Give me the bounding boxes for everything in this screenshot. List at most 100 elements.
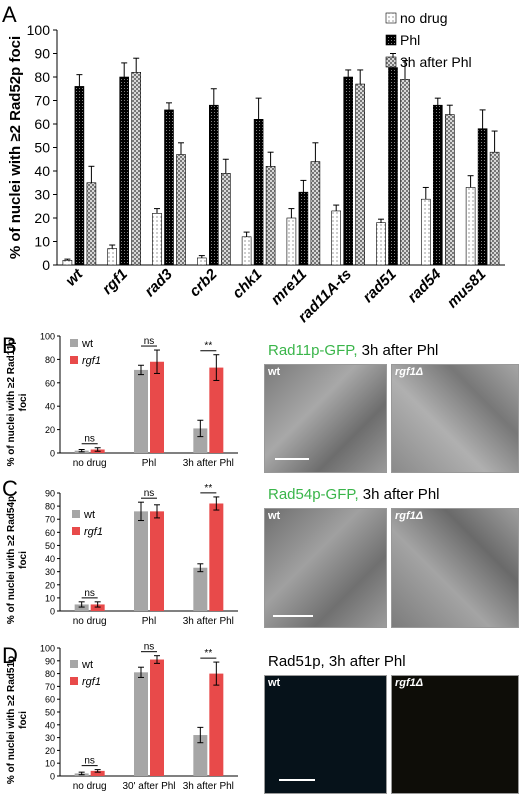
bar-3h-after-phl-mre11 bbox=[310, 161, 321, 266]
bar-phl-rad3 bbox=[164, 109, 174, 266]
significance-label: ** bbox=[204, 648, 212, 659]
y-axis-label: % of nuclei with ≥2 Rad11pfoci bbox=[6, 339, 29, 467]
x-tick-label: mre11 bbox=[268, 266, 310, 308]
bar-3h-after-phl-rad11a-ts bbox=[355, 83, 366, 266]
legend-swatch bbox=[70, 660, 78, 668]
micrograph-label-rgf1: rgf1Δ bbox=[395, 366, 424, 378]
bar-3h-after-phl-chk1 bbox=[265, 166, 276, 266]
y-tick-label: 20 bbox=[34, 210, 50, 226]
chart-a: 0 10 20 30 40 50 60 70 80 90 100% of nuclei with ≥… bbox=[7, 10, 505, 326]
legend-label: wt bbox=[81, 659, 93, 671]
micrograph-label-rgf1: rgf1Δ bbox=[395, 677, 424, 689]
y-axis-label: % of nuclei with ≥2 Rad54pfoci bbox=[6, 496, 29, 624]
x-tick-label: 30' after Phl bbox=[122, 781, 175, 792]
panel-letter-d: D bbox=[2, 643, 18, 668]
micrograph-c-rgf1: rgf1Δ bbox=[391, 508, 519, 628]
bar-wt-3h-after-phl bbox=[193, 735, 208, 776]
y-tick-label: 60 bbox=[45, 378, 55, 388]
panel-letter-c: C bbox=[2, 476, 18, 501]
legend-label: rgf1 bbox=[82, 355, 101, 367]
chart-d: 0 10 20 30 40 50 60 70 80 90 100 % of nuclei with ≥… bbox=[6, 642, 238, 792]
y-tick-label: 50 bbox=[34, 140, 50, 156]
y-tick-label: 40 bbox=[45, 720, 55, 730]
bar-wt-no-drug bbox=[74, 604, 89, 611]
bar-phl-rad11a-ts bbox=[343, 76, 354, 266]
bar-phl-wt bbox=[74, 86, 85, 266]
micrograph-label-wt: wt bbox=[268, 510, 281, 522]
micrograph-label-wt: wt bbox=[268, 677, 281, 689]
y-tick-label: 30 bbox=[45, 567, 55, 577]
x-tick-label: 3h after Phl bbox=[183, 458, 234, 469]
panel-letter-a: A bbox=[2, 2, 17, 27]
x-tick-label: wt bbox=[62, 265, 87, 290]
legend-label: wt bbox=[83, 509, 95, 521]
y-tick-label: 0 bbox=[50, 449, 55, 459]
bar-wt-3h-after-phl bbox=[193, 428, 208, 453]
chart-c: 0 10 20 30 40 50 60 70 80 90 % of nuclei with ≥2 R… bbox=[6, 483, 238, 627]
x-tick-label: mus81 bbox=[444, 266, 490, 312]
bar-rgf1-no-drug bbox=[90, 604, 105, 611]
bar-3h-after-phl-rad51 bbox=[400, 79, 410, 266]
bar-phl-mus81 bbox=[477, 128, 488, 266]
y-tick-label: 80 bbox=[45, 502, 55, 512]
bar-rgf1-3h-after-phl bbox=[209, 367, 224, 453]
y-tick-label: 10 bbox=[45, 593, 55, 603]
legend-swatch bbox=[70, 356, 78, 364]
bar-3h-after-phl-crb2 bbox=[221, 173, 231, 266]
bar-wt-phl bbox=[134, 511, 148, 611]
bar-phl-mre11 bbox=[298, 191, 309, 266]
bar-no-drug-mre11 bbox=[286, 217, 297, 266]
bar-3h-after-phl-rad54 bbox=[444, 114, 455, 266]
bar-3h-after-phl-rad3 bbox=[176, 154, 186, 266]
y-tick-label: 10 bbox=[45, 759, 55, 769]
bar-3h-after-phl-mus81 bbox=[489, 151, 500, 266]
micrograph-b-rgf1: rgf1Δ bbox=[391, 364, 519, 473]
legend-swatch bbox=[70, 677, 78, 685]
y-tick-label: 60 bbox=[45, 695, 55, 705]
significance-label: ns bbox=[144, 488, 155, 499]
y-tick-label: 60 bbox=[34, 116, 50, 132]
x-tick-label: no drug bbox=[73, 458, 107, 469]
y-tick-label: 50 bbox=[45, 541, 55, 551]
micrograph-d-rgf1: rgf1Δ bbox=[391, 675, 519, 794]
y-tick-label: 50 bbox=[45, 708, 55, 718]
significance-label: ns bbox=[84, 434, 95, 445]
bar-no-drug-mus81 bbox=[465, 187, 476, 266]
x-tick-label: rad51 bbox=[360, 266, 400, 306]
x-tick-label: 3h after Phl bbox=[183, 781, 234, 792]
significance-label: ns bbox=[144, 642, 155, 653]
bar-phl-crb2 bbox=[209, 104, 219, 266]
bar-no-drug-rad51 bbox=[376, 222, 386, 266]
bar-phl-rgf1 bbox=[119, 76, 129, 266]
significance-label: ** bbox=[204, 483, 212, 494]
bar-wt-phl bbox=[134, 369, 148, 453]
y-tick-label: 30 bbox=[45, 733, 55, 743]
image-title-c: Rad54p-GFP, 3h after Phl bbox=[268, 486, 440, 503]
micrograph-c-wt: wt bbox=[264, 508, 387, 628]
bar-rgf1-30-after-phl bbox=[150, 659, 164, 776]
y-tick-label: 20 bbox=[45, 425, 55, 435]
y-tick-label: 90 bbox=[45, 489, 55, 499]
y-tick-label: 70 bbox=[34, 93, 50, 109]
image-title-b: Rad11p-GFP, 3h after Phl bbox=[268, 342, 439, 359]
y-tick-label: 40 bbox=[45, 554, 55, 564]
y-tick-label: 70 bbox=[45, 515, 55, 525]
y-tick-label: 80 bbox=[45, 669, 55, 679]
significance-label: ns bbox=[84, 756, 95, 767]
x-tick-label: rad3 bbox=[141, 265, 176, 300]
bar-no-drug-rad54 bbox=[420, 198, 431, 266]
legend-swatch bbox=[72, 510, 80, 518]
legend-label: rgf1 bbox=[84, 526, 103, 538]
bar-phl-rad54 bbox=[432, 104, 443, 266]
legend-swatch bbox=[72, 527, 80, 535]
bar-no-drug-crb2 bbox=[197, 257, 207, 266]
x-tick-label: rgf1 bbox=[99, 266, 131, 298]
legend-swatch bbox=[385, 56, 397, 68]
y-tick-label: 100 bbox=[40, 332, 55, 342]
bar-no-drug-rad11a-ts bbox=[331, 210, 342, 266]
y-tick-label: 90 bbox=[45, 656, 55, 666]
x-tick-label: Phl bbox=[142, 458, 156, 469]
y-tick-label: 0 bbox=[50, 772, 55, 782]
bar-rgf1-3h-after-phl bbox=[209, 503, 224, 611]
bar-3h-after-phl-rgf1 bbox=[131, 72, 141, 266]
